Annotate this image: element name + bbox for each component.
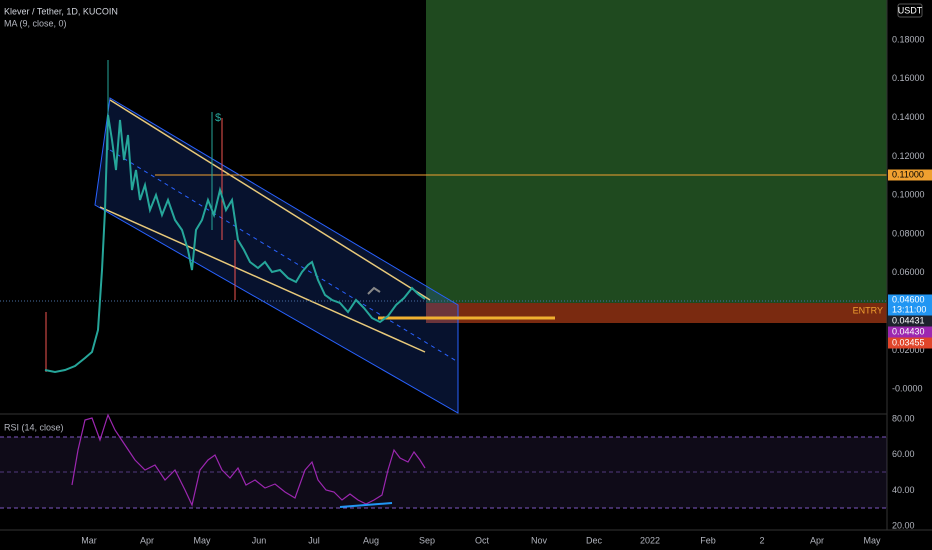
rsi-divergence [339,502,393,508]
badge-label: 0.04431 [892,315,925,325]
symbol-title: Klever / Tether, 1D, KUCOIN [4,6,118,16]
time-label: 2 [759,535,764,545]
badge-box [888,326,932,338]
time-label: Dec [586,535,603,545]
time-label: Jul [308,535,320,545]
time-label: 2022 [640,535,660,545]
badge-box [888,304,932,316]
rsi-title: RSI (14, close) [4,422,64,432]
time-label: Apr [140,535,154,545]
price-label: 0.14000 [892,112,925,122]
badge-label: 13:11:00 [892,304,926,314]
time-label: Jun [252,535,267,545]
price-badge: 0.04431 [888,315,932,327]
price-badge: 0.11000 [888,169,932,181]
time-label: Feb [700,535,716,545]
price-label: 0.10000 [892,190,925,200]
currency-badge[interactable]: USDT [897,3,923,18]
badge-box [888,315,932,327]
indicator-label: MA (9, close, 0) [4,18,67,28]
price-label: 0.16000 [892,73,925,83]
rsi-label: 20.00 [892,520,915,530]
badge-box [888,337,932,349]
price-label: 0.02000 [892,345,925,355]
time-label: May [863,535,881,545]
rsi-label: 40.00 [892,485,915,495]
price-badge: 0.03455 [888,337,932,349]
price-label: 0.08000 [892,228,925,238]
rsi-label: 80.00 [892,413,915,423]
price-badge: 13:11:00 [888,304,932,316]
price-series [44,114,426,374]
rsi-label: 60.00 [892,449,915,459]
time-label: Oct [475,535,490,545]
badge-label: 0.04430 [892,326,925,336]
currency-label[interactable]: USDT [898,5,923,15]
time-label: Sep [419,535,435,545]
time-label: Aug [363,535,379,545]
price-label: 0.06000 [892,267,925,277]
check-icon [367,286,381,295]
trend-line [109,99,431,301]
rsi-line [71,413,426,507]
trend-line [99,206,426,353]
time-label: May [193,535,211,545]
badge-label: 0.11000 [892,169,924,179]
loss-zone [426,303,887,323]
entry-label: ENTRY [853,305,883,315]
price-badge: 0.04600 [888,294,932,306]
channel-mid [109,149,459,363]
time-label: Mar [81,535,97,545]
badge-label: 0.04600 [892,294,925,304]
time-label: Apr [810,535,824,545]
price-label: 0.18000 [892,34,925,44]
price-label: -0.0000 [892,384,923,394]
currency-box[interactable] [897,3,923,18]
price-channel [94,97,459,414]
profit-zone [426,0,887,303]
price-badge: 0.04430 [888,326,932,338]
badge-box [888,169,932,181]
dividend-mark: $ [215,112,221,124]
badge-box [888,294,932,306]
time-label: Nov [531,535,548,545]
price-label: 0.12000 [892,151,925,161]
badge-label: 0.03455 [892,337,925,347]
